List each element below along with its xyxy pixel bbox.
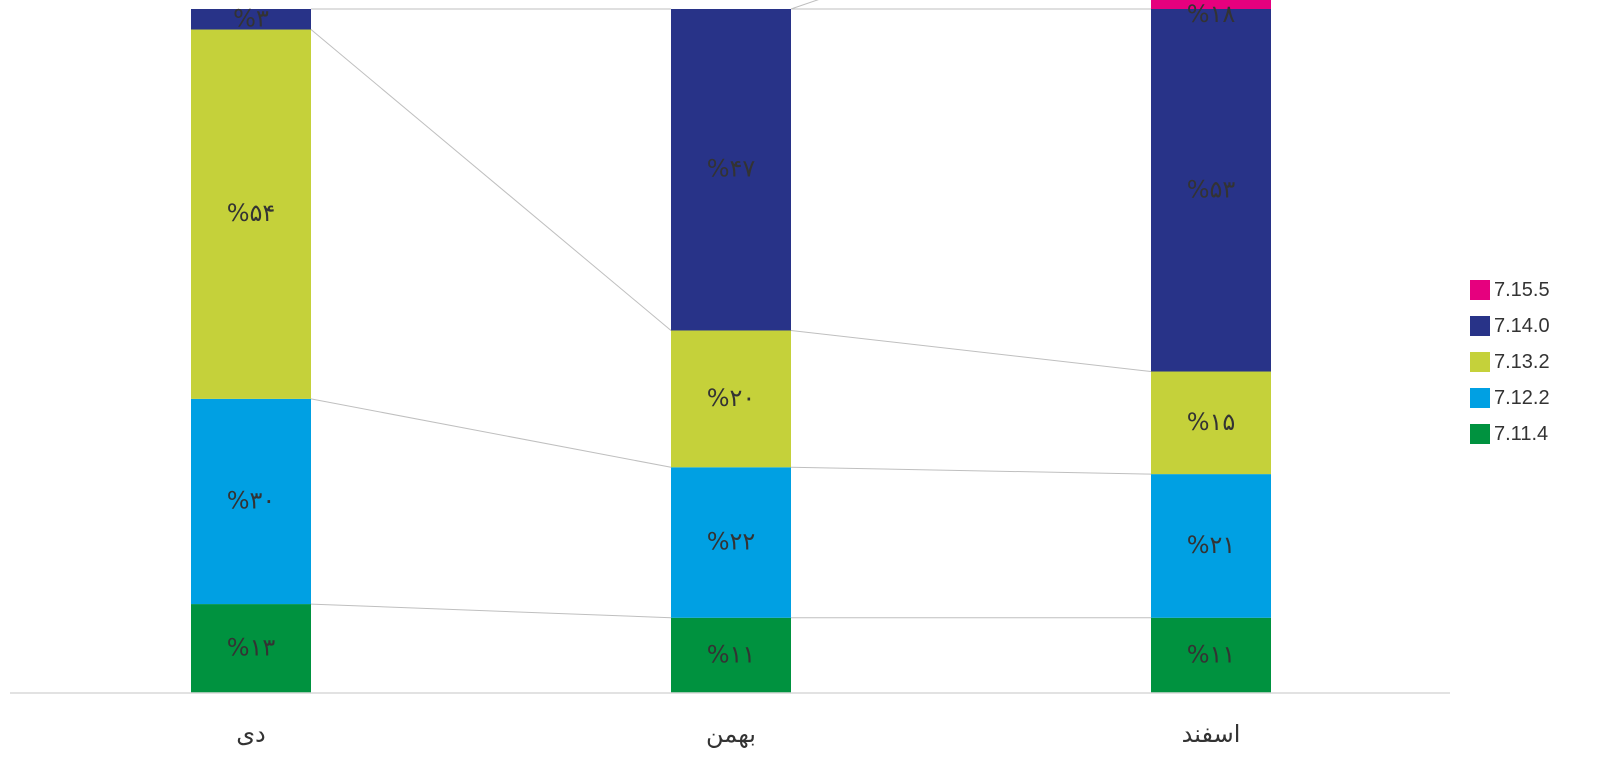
data-label-7-11-4-1: %۱۳	[227, 634, 276, 662]
category-label: دی	[236, 720, 265, 748]
legend: 7.15.5 7.14.0 7.13.2 7.12.2 7.11.4	[1470, 272, 1550, 452]
data-label-7-12-2-2: %۲۲	[707, 528, 756, 556]
data-label-7-13-2-2: %۲۰	[707, 384, 756, 412]
legend-label: 7.13.2	[1494, 350, 1550, 373]
bar-segment-7-14-0-3	[1151, 9, 1271, 372]
bar-segment-7-14-0-2	[671, 9, 791, 331]
legend-swatch	[1470, 316, 1490, 336]
segment-labels: %۱۳ %۳۰ %۵۴ %۳ %۱۱ %۲۲ %۲۰ %۴۷ %۱۱ %۲۱ %۱۵ %۵۳ %۱۸	[227, 0, 1236, 668]
data-label-7-14-0-1: %۳	[233, 4, 269, 32]
legend-swatch	[1470, 280, 1490, 300]
data-label-7-11-4-2: %۱۱	[707, 640, 756, 668]
legend-label: 7.14.0	[1494, 314, 1550, 337]
legend-item: 7.12.2	[1470, 380, 1550, 416]
connector-line	[790, 329, 1152, 373]
bar-segment-7-14-0-1	[191, 9, 311, 30]
bar-segment-7-12-2-2	[671, 467, 791, 618]
connector-line	[310, 29, 672, 331]
bar-segment-7-12-2-1	[191, 398, 311, 605]
data-label-7-13-2-1: %۵۴	[227, 199, 276, 227]
legend-item: 7.14.0	[1470, 308, 1550, 344]
data-label-7-14-0-2: %۴۷	[707, 155, 756, 183]
legend-swatch	[1470, 352, 1490, 372]
category-label: اسفند	[1182, 720, 1241, 748]
bars	[191, 0, 1271, 693]
stacked-bar-chart: %۱۳ %۳۰ %۵۴ %۳ %۱۱ %۲۲ %۲۰ %۴۷ %۱۱ %۲۱ %۱۵ %۵۳ %۱۸ د…	[10, 0, 1450, 748]
data-label-7-15-5-3: %۱۸	[1187, 0, 1236, 28]
connector-line	[790, 0, 819, 10]
connector-lines	[310, 0, 1152, 619]
legend-item: 7.15.5	[1470, 272, 1550, 308]
category-labels: دی بهمن اسفند	[236, 720, 1240, 748]
category-label: بهمن	[706, 720, 756, 748]
bar-segment-7-11-4-3	[1151, 617, 1271, 693]
legend-label: 7.11.4	[1494, 422, 1549, 445]
connector-line	[310, 398, 672, 468]
connector-line	[790, 466, 1152, 475]
bar-segment-7-12-2-3	[1151, 474, 1271, 618]
legend-swatch	[1470, 388, 1490, 408]
data-label-7-12-2-3: %۲۱	[1187, 531, 1236, 559]
connector-line	[310, 603, 672, 619]
legend-label: 7.12.2	[1494, 386, 1550, 409]
bar-segment-7-11-4-2	[671, 617, 791, 693]
legend-item: 7.11.4	[1470, 416, 1550, 452]
bar-segment-7-13-2-1	[191, 29, 311, 399]
legend-swatch	[1470, 424, 1490, 444]
bar-segment-7-13-2-2	[671, 330, 791, 468]
data-label-7-13-2-3: %۱۵	[1187, 408, 1236, 436]
data-label-7-11-4-3: %۱۱	[1187, 640, 1236, 668]
bar-segment-7-15-5-3	[1151, 0, 1271, 9]
data-label-7-12-2-1: %۳۰	[227, 486, 276, 514]
data-label-7-14-0-3: %۵۳	[1187, 175, 1236, 203]
legend-label: 7.15.5	[1494, 278, 1550, 301]
bar-segment-7-11-4-1	[191, 604, 311, 693]
bar-segment-7-13-2-3	[1151, 371, 1271, 475]
legend-item: 7.13.2	[1470, 344, 1550, 380]
